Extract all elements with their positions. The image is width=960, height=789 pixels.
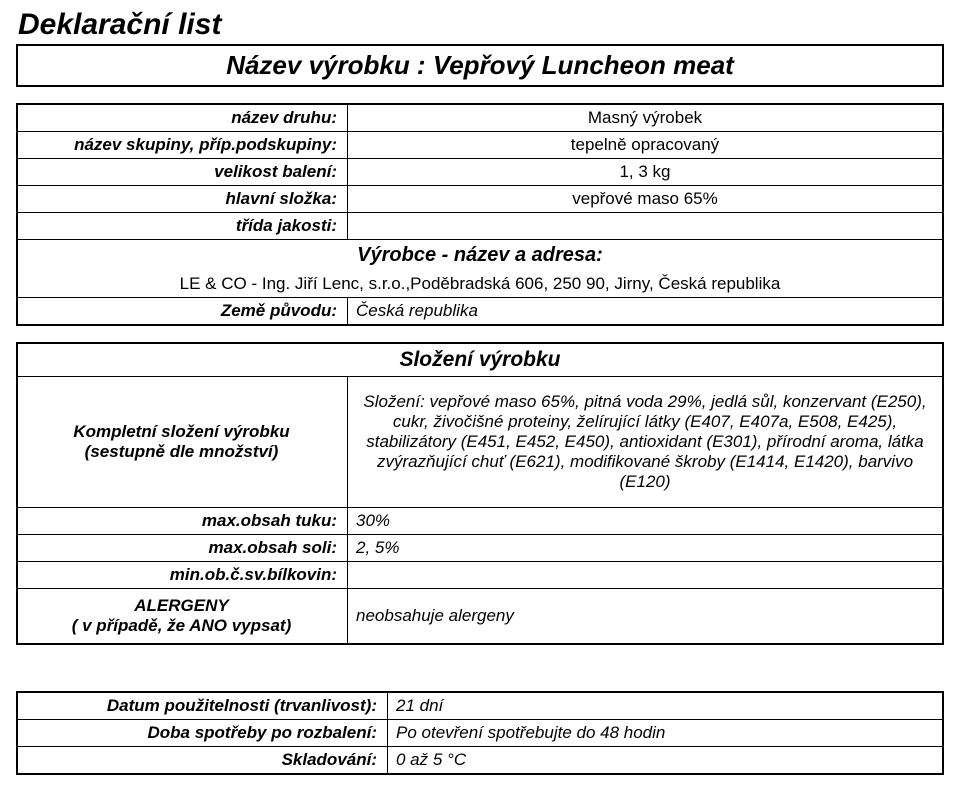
producer-section-title: Výrobce - název a adresa: bbox=[18, 239, 942, 271]
protein-value bbox=[348, 562, 942, 588]
info-value: vepřové maso 65% bbox=[348, 186, 942, 212]
info-value bbox=[348, 213, 942, 239]
origin-row: Země původu: Česká republika bbox=[18, 297, 942, 324]
store-label: Skladování: bbox=[18, 747, 388, 773]
info-value: tepelně opracovaný bbox=[348, 132, 942, 158]
allergen-value: neobsahuje alergeny bbox=[348, 589, 942, 643]
composition-full-value: Složení: vepřové maso 65%, pitná voda 29… bbox=[348, 377, 942, 507]
shelf-row: Datum použitelnosti (trvanlivost): 21 dn… bbox=[18, 693, 942, 719]
document-title: Deklarační list bbox=[18, 8, 944, 42]
salt-row: max.obsah soli: 2, 5% bbox=[18, 534, 942, 561]
producer-row: LE & CO - Ing. Jiří Lenc, s.r.o.,Poděbra… bbox=[18, 271, 942, 297]
info-value: Masný výrobek bbox=[348, 105, 942, 131]
composition-full-label-line2: (sestupně dle množství) bbox=[85, 442, 279, 462]
allergen-label: ALERGENY ( v případě, že ANO vypsat) bbox=[18, 589, 348, 643]
open-value: Po otevření spotřebujte do 48 hodin bbox=[388, 720, 942, 746]
store-value: 0 až 5 °C bbox=[388, 747, 942, 773]
origin-value: Česká republika bbox=[348, 298, 942, 324]
info-label: třída jakosti: bbox=[18, 213, 348, 239]
info-row: velikost balení: 1, 3 kg bbox=[18, 158, 942, 185]
product-name-header: Název výrobku : Vepřový Luncheon meat bbox=[16, 44, 944, 87]
shelf-label: Datum použitelnosti (trvanlivost): bbox=[18, 693, 388, 719]
composition-full-label: Kompletní složení výrobku (sestupně dle … bbox=[18, 377, 348, 507]
composition-full-label-line1: Kompletní složení výrobku bbox=[73, 422, 289, 442]
protein-row: min.ob.č.sv.bílkovin: bbox=[18, 561, 942, 588]
protein-label: min.ob.č.sv.bílkovin: bbox=[18, 562, 348, 588]
composition-header: Složení výrobku bbox=[18, 344, 942, 376]
open-label: Doba spotřeby po rozbalení: bbox=[18, 720, 388, 746]
composition-box: Složení výrobku Kompletní složení výrobk… bbox=[16, 342, 944, 645]
product-info-box: název druhu: Masný výrobek název skupiny… bbox=[16, 103, 944, 326]
allergen-label-line2: ( v případě, že ANO vypsat) bbox=[72, 616, 291, 636]
info-row: hlavní složka: vepřové maso 65% bbox=[18, 185, 942, 212]
info-label: název druhu: bbox=[18, 105, 348, 131]
info-row: třída jakosti: bbox=[18, 212, 942, 239]
info-row: název skupiny, příp.podskupiny: tepelně … bbox=[18, 131, 942, 158]
salt-value: 2, 5% bbox=[348, 535, 942, 561]
origin-label: Země původu: bbox=[18, 298, 348, 324]
allergen-row: ALERGENY ( v případě, že ANO vypsat) neo… bbox=[18, 588, 942, 643]
info-label: název skupiny, příp.podskupiny: bbox=[18, 132, 348, 158]
info-row: název druhu: Masný výrobek bbox=[18, 105, 942, 131]
fat-value: 30% bbox=[348, 508, 942, 534]
composition-full-row: Kompletní složení výrobku (sestupně dle … bbox=[18, 376, 942, 507]
shelf-value: 21 dní bbox=[388, 693, 942, 719]
storage-box: Datum použitelnosti (trvanlivost): 21 dn… bbox=[16, 691, 944, 775]
producer-address: LE & CO - Ing. Jiří Lenc, s.r.o.,Poděbra… bbox=[18, 271, 942, 297]
salt-label: max.obsah soli: bbox=[18, 535, 348, 561]
info-value: 1, 3 kg bbox=[348, 159, 942, 185]
store-row: Skladování: 0 až 5 °C bbox=[18, 746, 942, 773]
info-label: velikost balení: bbox=[18, 159, 348, 185]
fat-label: max.obsah tuku: bbox=[18, 508, 348, 534]
allergen-label-line1: ALERGENY bbox=[134, 596, 228, 616]
fat-row: max.obsah tuku: 30% bbox=[18, 507, 942, 534]
info-label: hlavní složka: bbox=[18, 186, 348, 212]
open-row: Doba spotřeby po rozbalení: Po otevření … bbox=[18, 719, 942, 746]
